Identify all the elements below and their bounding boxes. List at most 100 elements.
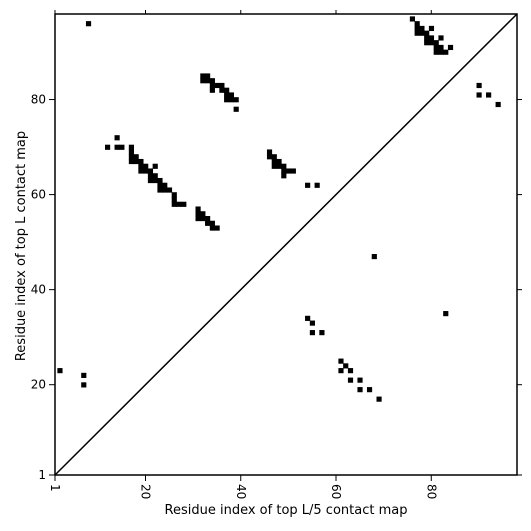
contact-point-lower — [309, 320, 315, 326]
contact-point-upper — [419, 30, 425, 36]
contact-point-upper — [85, 21, 92, 27]
contact-point-upper — [224, 87, 230, 93]
contact-point-lower — [57, 368, 63, 374]
contact-point-upper — [176, 201, 182, 207]
contact-point-upper — [228, 97, 235, 103]
contact-point-upper — [162, 182, 168, 188]
contact-point-lower — [309, 330, 315, 336]
contact-point-lower — [371, 254, 377, 260]
contact-point-lower — [357, 377, 363, 383]
contact-point-upper — [200, 215, 206, 222]
contact-point-upper — [157, 182, 163, 188]
contact-point-upper — [209, 87, 215, 93]
contact-point-upper — [147, 177, 154, 184]
contact-point-upper — [205, 220, 211, 226]
contact-point-upper — [266, 149, 273, 155]
contact-point-upper — [128, 154, 134, 160]
contact-point-upper — [200, 211, 206, 217]
contact-point-upper — [419, 25, 425, 32]
contact-point-upper — [428, 35, 435, 41]
contact-point-upper — [171, 196, 177, 203]
contact-point-upper — [495, 101, 501, 108]
contact-point-upper — [414, 21, 420, 27]
contact-point-lower — [81, 382, 87, 388]
contact-point-upper — [209, 220, 215, 226]
contact-point-upper — [271, 163, 277, 169]
contact-point-upper — [233, 97, 239, 103]
contact-point-upper — [266, 154, 273, 160]
plot-frame — [54, 13, 518, 476]
contact-point-upper — [143, 168, 149, 174]
contact-point-upper — [271, 154, 277, 160]
contact-point-upper — [286, 168, 292, 174]
contact-point-upper — [114, 144, 120, 150]
contact-point-upper — [138, 168, 144, 174]
contact-point-upper — [138, 163, 144, 169]
x-tick-label: 20 — [138, 484, 152, 499]
contact-point-upper — [205, 78, 211, 84]
contact-point-upper — [171, 192, 177, 198]
contact-point-upper — [147, 168, 154, 174]
contact-point-lower — [443, 311, 449, 317]
contact-point-upper — [200, 73, 206, 79]
contact-point-upper — [152, 173, 158, 179]
contact-point-upper — [157, 177, 163, 184]
contact-point-lower — [347, 377, 354, 383]
contact-point-upper — [433, 49, 439, 55]
contact-point-upper — [428, 25, 435, 32]
contact-point-upper — [281, 168, 287, 174]
contact-point-upper — [205, 215, 211, 222]
y-tick-label: 40 — [31, 283, 46, 297]
contact-point-upper — [171, 201, 177, 207]
y-tick-label: 20 — [31, 378, 46, 392]
contact-point-upper — [476, 92, 482, 98]
contact-point-upper — [414, 30, 420, 36]
x-tick-label: 1 — [48, 484, 62, 492]
contact-point-lower — [305, 315, 311, 321]
contact-point-upper — [314, 182, 320, 188]
contact-point-upper — [433, 44, 439, 51]
contact-point-lower — [338, 368, 344, 374]
contact-point-upper — [214, 82, 220, 89]
y-tick-label: 60 — [31, 188, 46, 202]
contact-point-upper — [157, 187, 163, 193]
contact-point-upper — [281, 173, 287, 179]
contact-point-upper — [438, 44, 444, 51]
contact-point-upper — [195, 215, 201, 222]
contact-point-upper — [195, 211, 201, 217]
contact-point-upper — [443, 49, 449, 55]
contact-point-lower — [81, 372, 87, 378]
x-tick-label: 40 — [234, 484, 248, 499]
contact-point-upper — [162, 187, 168, 193]
contact-point-upper — [233, 106, 239, 112]
tick-labels: 1 20 40 60 80 1 20 40 60 80 — [31, 93, 439, 500]
contact-point-upper — [486, 92, 492, 98]
x-tick-label: 80 — [424, 484, 438, 499]
contact-point-upper — [128, 158, 134, 165]
contact-point-upper — [224, 97, 230, 103]
contact-point-upper — [128, 144, 134, 150]
contact-point-upper — [133, 154, 139, 160]
contact-point-upper — [209, 82, 215, 89]
contact-point-upper — [276, 158, 282, 165]
contact-point-lower — [357, 387, 363, 393]
contact-point-upper — [147, 173, 154, 179]
contact-point-lower — [319, 330, 325, 336]
contact-point-upper — [447, 44, 454, 51]
contact-point-upper — [409, 16, 415, 22]
contact-point-upper — [424, 35, 430, 41]
contact-point-upper — [305, 182, 311, 188]
contact-point-upper — [152, 177, 158, 184]
contact-point-upper — [219, 87, 225, 93]
contact-point-upper — [133, 158, 139, 165]
contact-point-upper — [424, 30, 430, 36]
contact-point-upper — [433, 40, 439, 46]
contact-point-lower — [338, 358, 344, 364]
contact-point-upper — [200, 78, 206, 84]
contact-point-upper — [438, 35, 444, 41]
contact-points — [57, 16, 501, 402]
contact-point-upper — [105, 144, 111, 150]
contact-point-upper — [205, 73, 211, 79]
contact-point-lower — [343, 363, 349, 369]
